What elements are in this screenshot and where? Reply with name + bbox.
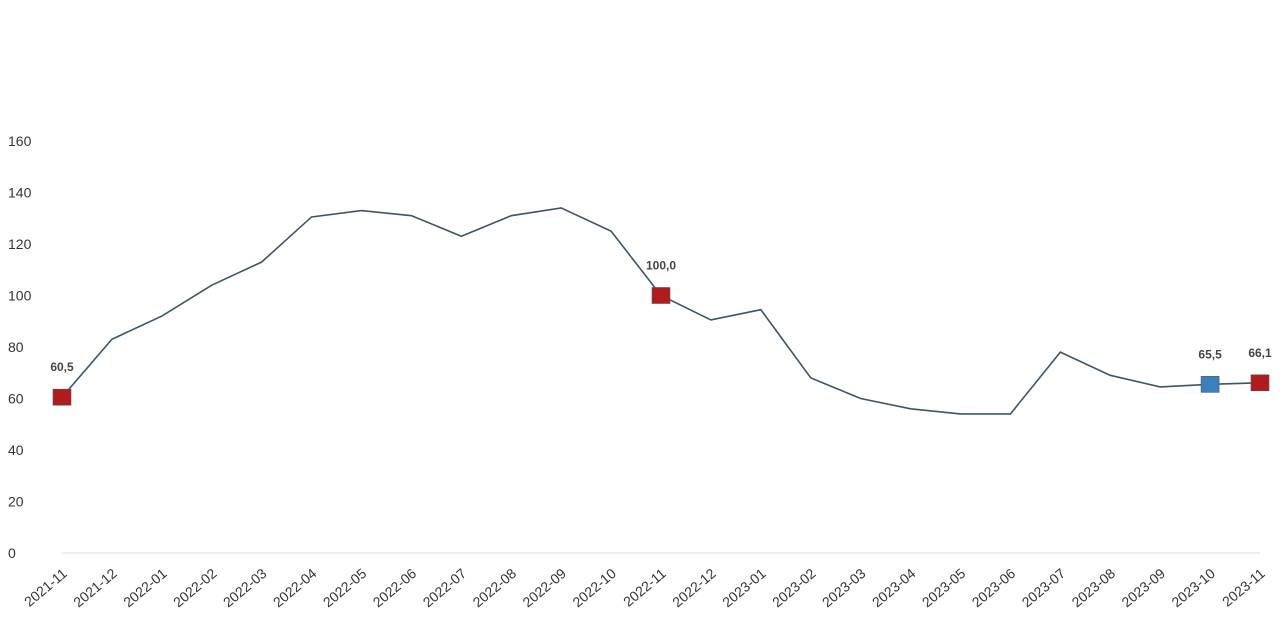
marker [651,287,671,304]
y-tick-label: 160 [8,133,32,149]
y-tick-label: 120 [8,236,32,252]
value-label: 65,5 [1198,347,1222,361]
x-tick-label: 2022-04 [270,565,320,610]
x-tick-label: 2023-03 [819,565,869,610]
y-tick-label: 80 [8,339,24,355]
x-tick-label: 2022-09 [519,565,569,610]
y-tick-label: 60 [8,391,24,407]
marker [52,388,72,406]
x-tick-label: 2023-01 [719,565,769,610]
x-tick-label: 2022-03 [220,565,270,610]
y-tick-label: 20 [8,494,24,510]
x-tick-label: 2021-11 [21,565,70,610]
value-label: 100,0 [646,259,676,273]
marker [1250,374,1270,392]
y-tick-label: 0 [8,545,16,561]
x-tick-label: 2023-04 [869,565,919,610]
x-tick-label: 2023-06 [969,565,1019,610]
x-tick-label: 2023-10 [1168,565,1218,610]
x-tick-label: 2023-09 [1118,565,1168,610]
x-tick-label: 2023-02 [769,565,819,610]
x-tick-label: 2022-08 [470,565,520,610]
x-tick-label: 2022-05 [320,565,370,610]
x-tick-label: 2022-06 [370,565,420,610]
x-tick-label: 2022-07 [420,565,470,610]
x-tick-label: 2022-10 [569,565,619,610]
x-tick-label: 2022-01 [120,565,170,610]
x-tick-label: 2023-05 [919,565,969,610]
x-tick-label: 2022-02 [170,565,220,610]
x-tick-label: 2023-07 [1019,565,1069,610]
y-tick-label: 40 [8,442,24,458]
x-tick-label: 2022-12 [669,565,719,610]
marker [1200,376,1220,393]
x-tick-label: 2022-11 [620,565,669,610]
y-tick-label: 140 [8,185,32,201]
line [61,207,1261,415]
x-tick-label: 2023-11 [1219,565,1268,610]
y-tick-label: 100 [8,288,32,304]
value-label: 66,1 [1248,346,1272,360]
value-label: 60,5 [50,360,74,374]
x-tick-label: 2021-12 [70,565,120,610]
x-tick-label: 2023-08 [1069,565,1119,610]
